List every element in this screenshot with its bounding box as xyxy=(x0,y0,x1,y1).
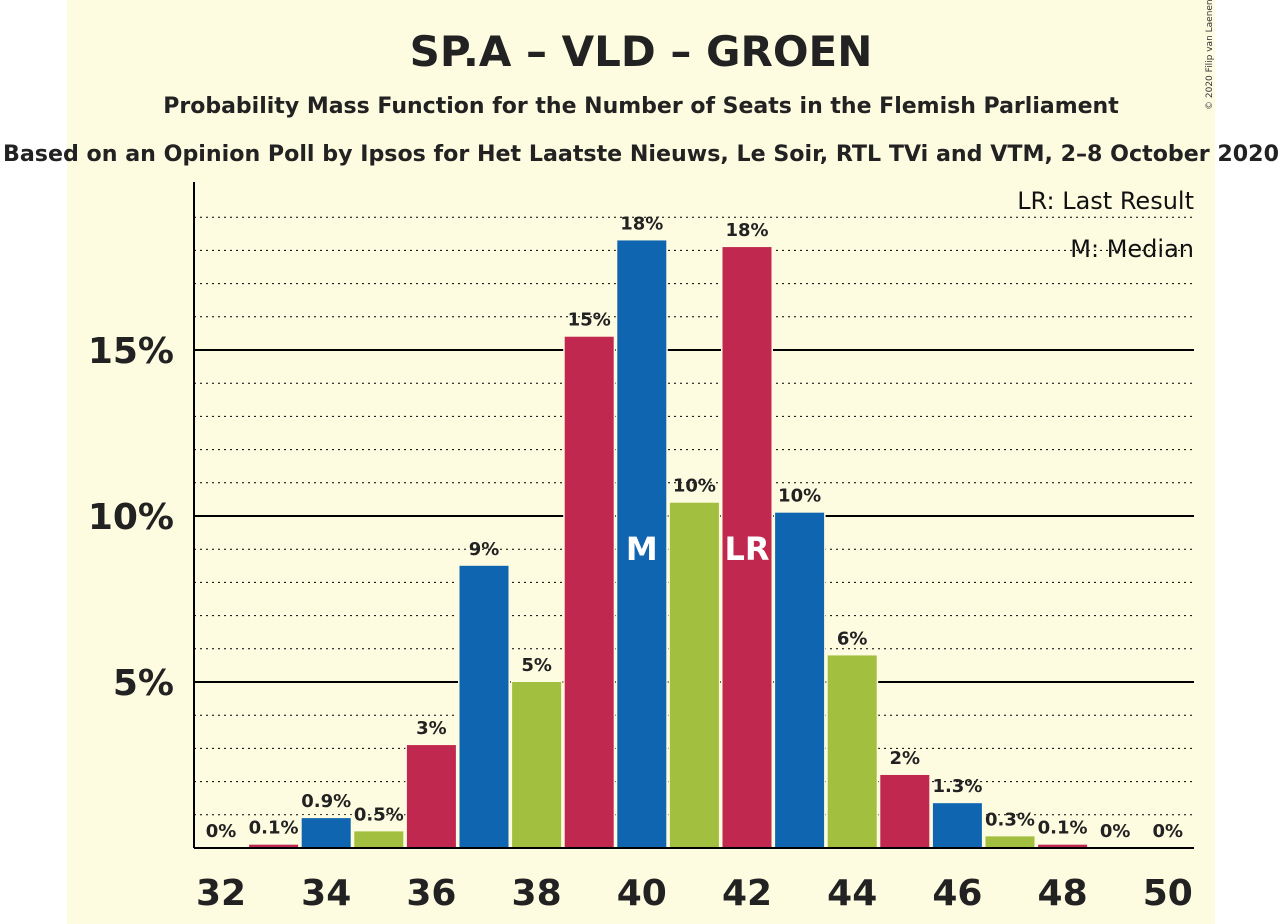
data-label: 0% xyxy=(1100,821,1131,842)
data-label: 18% xyxy=(620,213,663,234)
x-tick-label: 48 xyxy=(1038,873,1088,914)
bar xyxy=(880,774,930,848)
bar xyxy=(459,565,509,848)
bar xyxy=(564,336,614,848)
data-label: 6% xyxy=(837,628,868,649)
data-label: 2% xyxy=(890,748,921,769)
x-tick-label: 36 xyxy=(406,873,456,914)
y-tick-label: 10% xyxy=(88,497,174,538)
legend-last-result: LR: Last Result xyxy=(1017,187,1194,215)
y-tick-label: 5% xyxy=(113,663,174,704)
bar xyxy=(249,844,299,848)
data-label: 1.3% xyxy=(932,776,982,797)
bar xyxy=(354,831,404,848)
data-label: 9% xyxy=(469,539,500,560)
bar xyxy=(775,512,825,848)
copyright: © 2020 Filip van Laenen xyxy=(1205,0,1215,110)
median-marker: M xyxy=(626,530,658,568)
legend-median: M: Median xyxy=(1070,235,1194,263)
x-tick-label: 42 xyxy=(722,873,772,914)
data-label: 10% xyxy=(673,476,716,497)
chart-title: SP.A – VLD – GROEN xyxy=(410,27,873,76)
y-tick-label: 15% xyxy=(88,331,174,372)
x-tick-label: 32 xyxy=(196,873,246,914)
x-tick-label: 38 xyxy=(512,873,562,914)
bar xyxy=(406,745,456,848)
data-label: 5% xyxy=(521,655,552,676)
bars: 0% 0.1%0.9%0.5%3%9%5%15%18%M10%18%LR10%6%… xyxy=(206,213,1184,849)
data-label: 15% xyxy=(568,310,611,331)
data-label: 0% xyxy=(206,821,237,842)
bar xyxy=(617,240,667,848)
bar xyxy=(512,682,562,848)
x-tick-label: 40 xyxy=(617,873,667,914)
x-tick-labels: 32 34 36 38 40 42 44 46 48 50 xyxy=(196,873,1193,914)
data-label: 18% xyxy=(725,220,768,241)
bar xyxy=(301,818,351,848)
data-label: 0.5% xyxy=(354,804,404,825)
chart-subtitle-source: Based on an Opinion Poll by Ipsos for He… xyxy=(3,142,1279,167)
chart-subtitle: Probability Mass Function for the Number… xyxy=(163,94,1119,119)
data-label: 0.1% xyxy=(1038,818,1088,839)
bar xyxy=(722,247,772,848)
x-tick-label: 34 xyxy=(301,873,351,914)
x-tick-label: 44 xyxy=(827,873,877,914)
bar xyxy=(1038,844,1088,848)
data-label: 0.9% xyxy=(301,791,351,812)
x-tick-label: 50 xyxy=(1143,873,1193,914)
bar xyxy=(827,655,877,848)
bar xyxy=(985,836,1035,848)
data-label: 0.1% xyxy=(249,818,299,839)
data-label: 0% xyxy=(1153,821,1184,842)
bar xyxy=(932,803,982,848)
data-label: 10% xyxy=(778,486,821,507)
x-tick-label: 46 xyxy=(932,873,982,914)
bar xyxy=(669,502,719,848)
data-label: 0.3% xyxy=(985,809,1035,830)
last-result-marker: LR xyxy=(724,530,769,568)
data-label: 3% xyxy=(416,718,447,739)
y-tick-labels: 5% 10% 15% xyxy=(88,331,174,704)
